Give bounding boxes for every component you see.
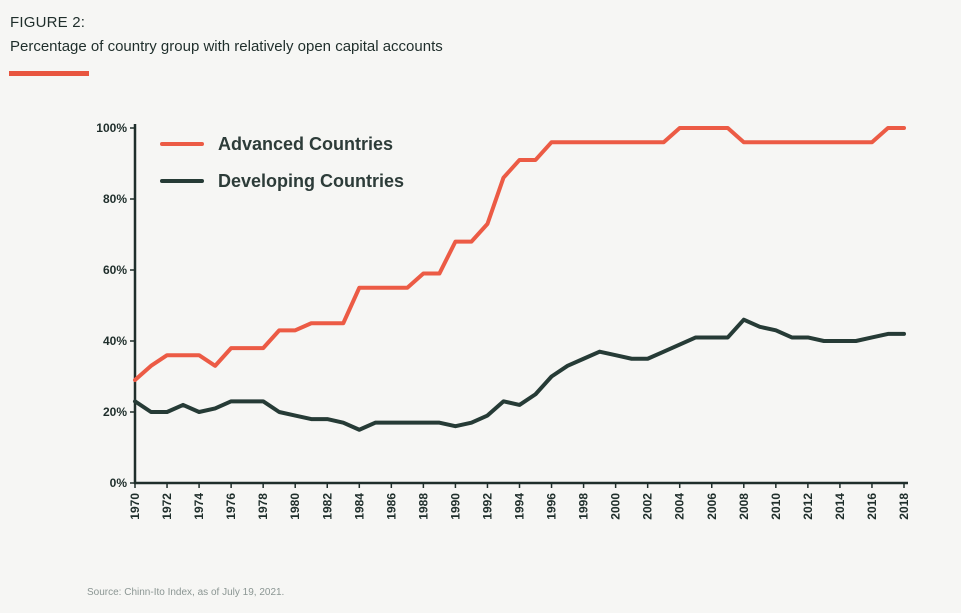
x-tick-label: 2008 <box>737 493 751 520</box>
y-tick-label: 20% <box>103 405 127 419</box>
x-tick-label: 1998 <box>577 493 591 520</box>
figure-label: FIGURE 2: <box>10 14 86 31</box>
y-tick-label: 40% <box>103 334 127 348</box>
legend: Advanced Countries Developing Countries <box>160 134 404 191</box>
x-tick-label: 1988 <box>416 493 430 520</box>
legend-label: Advanced Countries <box>218 134 393 154</box>
chart-title: Percentage of country group with relativ… <box>10 38 443 55</box>
x-tick-label: 1978 <box>256 493 270 520</box>
x-tick-label: 2012 <box>801 493 815 520</box>
x-tick-label: 2006 <box>705 493 719 520</box>
x-tick-label: 1996 <box>545 493 559 520</box>
x-tick-label: 2004 <box>673 493 687 520</box>
x-tick-label: 2000 <box>609 493 623 520</box>
y-tick-label: 60% <box>103 263 127 277</box>
x-tick-label: 1972 <box>160 493 174 520</box>
x-tick-label: 2016 <box>865 493 879 520</box>
y-tick-label: 0% <box>110 476 128 490</box>
x-tick-label: 1974 <box>192 493 206 520</box>
x-tick-label: 1992 <box>480 493 494 520</box>
x-tick-label: 1984 <box>352 493 366 520</box>
y-tick-label: 80% <box>103 192 127 206</box>
accent-rule <box>9 71 89 76</box>
series-line-developing <box>133 317 906 432</box>
y-axis-ticks: 0% 20% 40% 60% 80% 100% <box>96 121 135 490</box>
legend-label: Developing Countries <box>218 171 404 191</box>
x-axis-ticks: 1970 1972 1974 1976 1978 1980 1982 1984 1986 1988… <box>128 483 911 520</box>
x-tick-label: 2018 <box>897 493 911 520</box>
x-tick-label: 1990 <box>448 493 462 520</box>
series-lines <box>133 126 906 432</box>
x-tick-label: 1970 <box>128 493 142 520</box>
x-tick-label: 2014 <box>833 493 847 520</box>
source-note: Source: Chinn-Ito Index, as of July 19, … <box>87 587 285 598</box>
x-tick-label: 1986 <box>384 493 398 520</box>
y-tick-label: 100% <box>96 121 127 135</box>
x-tick-label: 1994 <box>513 493 527 520</box>
x-tick-label: 2002 <box>641 493 655 520</box>
series-line-advanced <box>133 126 906 383</box>
x-tick-label: 1980 <box>288 493 302 520</box>
x-tick-label: 1976 <box>224 493 238 520</box>
x-tick-label: 2010 <box>769 493 783 520</box>
x-tick-label: 1982 <box>320 493 334 520</box>
